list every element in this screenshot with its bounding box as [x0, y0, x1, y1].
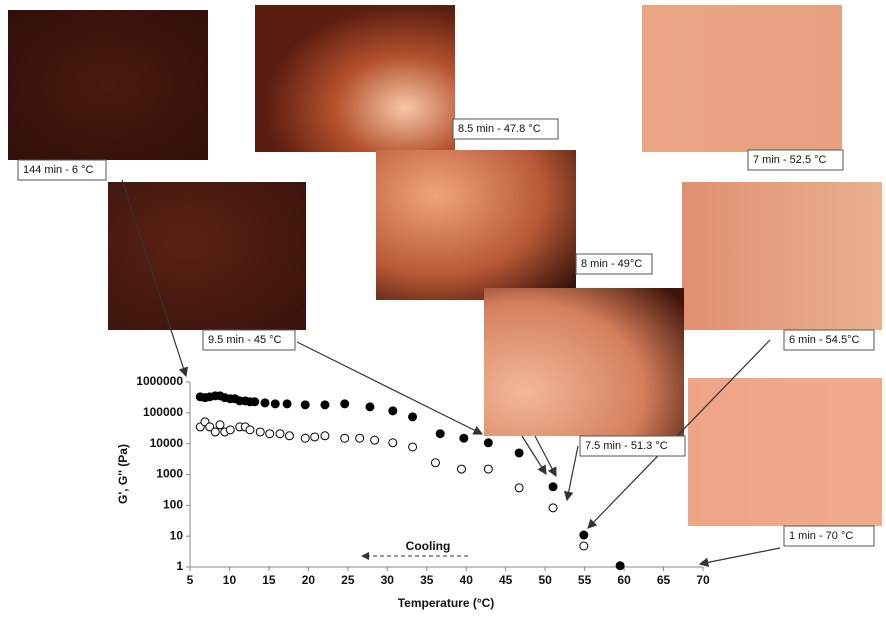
y-axis-label: G', G'' (Pa): [116, 444, 130, 504]
data-point: [355, 433, 365, 443]
x-tick-label: 50: [538, 573, 552, 587]
x-tick-label: 35: [420, 573, 434, 587]
data-point: [408, 412, 418, 422]
y-tick-label: 1: [176, 559, 183, 573]
data-point: [548, 482, 558, 492]
caption-box: [579, 435, 686, 457]
x-tick-label: 25: [341, 573, 355, 587]
data-point: [310, 432, 320, 442]
image-caption: 7.5 min - 51.3 °C: [585, 440, 668, 452]
micrograph: [255, 5, 455, 152]
data-point: [282, 399, 292, 409]
data-point: [579, 530, 589, 540]
x-tick-label: 60: [617, 573, 631, 587]
data-point: [483, 438, 493, 448]
image-caption: 9.5 min - 45 °C: [208, 334, 282, 346]
data-point: [435, 429, 445, 439]
micrograph: [642, 5, 842, 152]
y-tick-label: 10: [170, 528, 184, 542]
caption-box: [575, 253, 653, 275]
data-point: [245, 425, 255, 435]
y-tick-label: 100: [163, 498, 183, 512]
data-point: [275, 429, 285, 439]
data-point: [514, 448, 524, 458]
data-point: [270, 399, 280, 409]
data-point: [456, 464, 466, 474]
annotation: Cooling: [406, 539, 451, 553]
x-tick-label: 40: [460, 573, 474, 587]
arrows: [121, 179, 781, 568]
data-point: [370, 435, 380, 445]
arrow: [521, 435, 547, 476]
image-caption: 6 min - 54.5°C: [789, 334, 859, 346]
data-point: [483, 464, 493, 474]
arrow: [534, 435, 557, 478]
data-point: [459, 433, 469, 443]
x-tick-label: 10: [223, 573, 237, 587]
data-point: [548, 503, 558, 513]
micrograph: [682, 182, 882, 330]
data-point: [388, 438, 398, 448]
x-tick-label: 70: [696, 573, 710, 587]
y-tick-label: 1000: [156, 467, 183, 481]
data-point: [300, 433, 310, 443]
caption-box: [452, 118, 559, 140]
data-point: [225, 425, 235, 435]
image-caption: 8.5 min - 47.8 °C: [458, 123, 541, 135]
data-point: [408, 442, 418, 452]
arrow: [121, 179, 188, 378]
data-point: [615, 561, 625, 571]
data-point: [340, 433, 350, 443]
x-tick-label: 5: [187, 573, 194, 587]
micrograph: [376, 150, 576, 300]
image-caption: 7 min - 52.5 °C: [753, 154, 827, 166]
image-caption: 144 min - 6 °C: [23, 164, 93, 176]
x-axis-label: Temperature (°C): [398, 596, 495, 610]
data-point: [205, 422, 215, 432]
x-tick-label: 15: [262, 573, 276, 587]
image-caption: 8 min - 49°C: [581, 258, 642, 270]
y-tick-label: 1000000: [136, 374, 183, 388]
x-tick-label: 20: [302, 573, 316, 587]
caption-box: [783, 525, 875, 547]
y-tick-label: 10000: [150, 436, 184, 450]
data-point: [250, 397, 260, 407]
caption-box: [17, 159, 107, 181]
data-point: [320, 431, 330, 441]
arrow: [587, 339, 771, 529]
data-point: [430, 458, 440, 468]
data-point: [340, 399, 350, 409]
image-caption: 1 min - 70 °C: [789, 530, 853, 542]
caption-box: [783, 329, 875, 351]
caption-box: [747, 149, 844, 171]
data-point: [210, 427, 220, 437]
data-point: [260, 398, 270, 408]
arrow: [698, 547, 781, 568]
data-point: [300, 400, 310, 410]
caption-box: [202, 329, 296, 351]
x-tick-label: 30: [381, 573, 395, 587]
micrograph: [8, 10, 208, 160]
x-tick-label: 45: [499, 573, 513, 587]
data-point: [514, 483, 524, 493]
micrograph: [108, 182, 306, 330]
y-tick-label: 100000: [143, 405, 183, 419]
arrow: [296, 341, 484, 435]
x-tick-label: 55: [578, 573, 592, 587]
arrow: [563, 445, 579, 502]
data-point: [579, 541, 589, 551]
data-point: [215, 420, 225, 430]
micrograph: [484, 288, 684, 436]
micrographs: [8, 5, 882, 526]
x-tick-label: 65: [657, 573, 671, 587]
micrograph: [688, 378, 882, 526]
data-point: [255, 427, 265, 437]
data-point: [365, 402, 375, 412]
data-point: [320, 400, 330, 410]
data-point: [388, 406, 398, 416]
data-point: [265, 429, 275, 439]
data-point: [284, 431, 294, 441]
